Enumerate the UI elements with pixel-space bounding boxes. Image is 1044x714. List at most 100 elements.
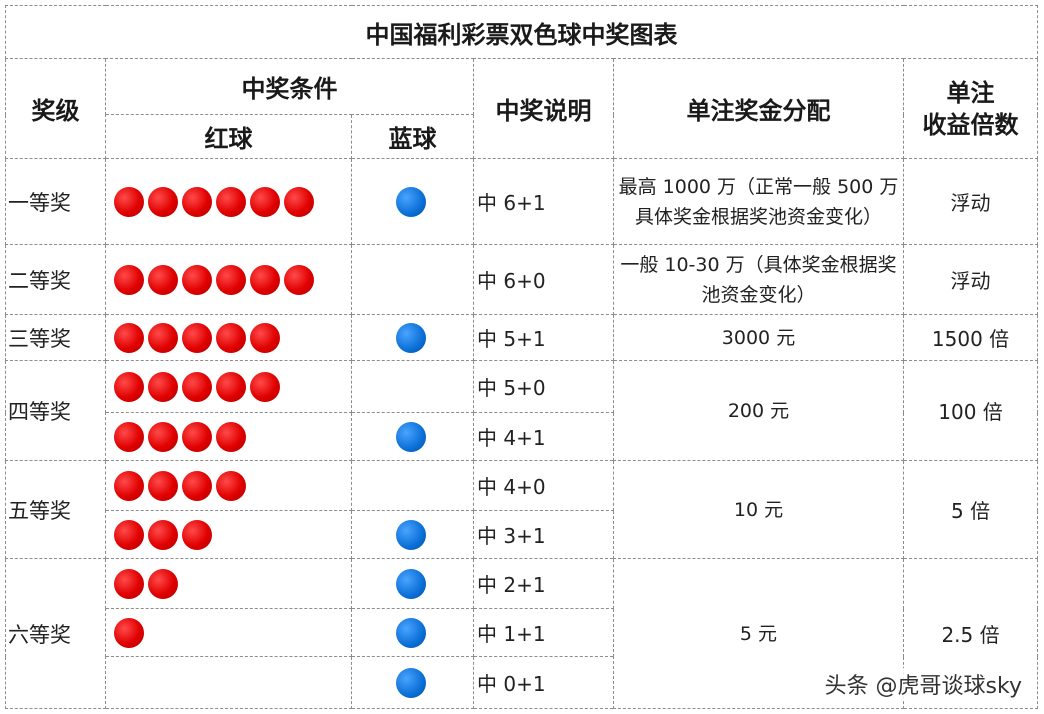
red-ball-icon (148, 322, 178, 353)
red-ball-icon (114, 186, 144, 217)
blue-ball-icon (395, 186, 426, 217)
red-ball-icon (148, 371, 178, 402)
header-red: 红球 (105, 114, 352, 159)
red-ball-icon (114, 470, 144, 501)
prize-amount: 最高 1000 万（正常一般 500 万具体奖金根据奖池资金变化） (613, 158, 904, 245)
prize-multiplier: 5 倍 (902, 460, 1039, 559)
red-balls (105, 158, 352, 245)
prize-table: 中国福利彩票双色球中奖图表 奖级 中奖条件 中奖说明 单注奖金分配 单注 收益倍… (4, 5, 1039, 709)
red-ball-icon (148, 568, 178, 599)
red-ball-icon (114, 264, 144, 295)
table-row: 三等奖 中 5+1 3000 元 1500 倍 (5, 314, 1039, 361)
table-row: 四等奖 中 5+0 200 元 100 倍 (5, 360, 1039, 461)
blue-balls (351, 158, 474, 245)
red-ball-icon (284, 264, 314, 295)
red-ball-icon (114, 421, 144, 452)
blue-ball-icon (395, 421, 426, 452)
table-row: 二等奖 中 6+0 一般 10-30 万（具体奖金根据奖池资金变化） 浮动 (5, 244, 1039, 315)
header-multiplier: 单注 收益倍数 (902, 58, 1039, 159)
blue-balls (351, 360, 474, 413)
prize-level: 五等奖 (5, 460, 106, 559)
red-balls (105, 510, 352, 559)
red-ball-icon (182, 421, 212, 452)
blue-balls (351, 244, 474, 315)
prize-amount: 一般 10-30 万（具体奖金根据奖池资金变化） (613, 244, 904, 315)
table-title: 中国福利彩票双色球中奖图表 (4, 5, 1039, 59)
table-row: 六等奖中 2+1 5 元 2.5 倍 (5, 558, 1039, 709)
red-ball-icon (148, 519, 178, 550)
prize-multiplier: 浮动 (902, 158, 1039, 245)
red-balls (105, 314, 352, 361)
red-ball-icon (250, 186, 280, 217)
red-ball-icon (148, 470, 178, 501)
red-ball-icon (216, 322, 246, 353)
prize-level: 一等奖 (5, 158, 106, 245)
win-description: 中 6+0 (473, 244, 614, 315)
prize-amount: 3000 元 (613, 314, 904, 361)
red-ball-icon (216, 371, 246, 402)
red-balls (105, 558, 352, 609)
red-ball-icon (250, 264, 280, 295)
table-row: 中 0+1 (6, 656, 1038, 709)
red-ball-icon (216, 470, 246, 501)
win-description: 中 5+0 (473, 360, 614, 413)
win-description: 中 0+1 (473, 656, 614, 709)
red-ball-icon (148, 186, 178, 217)
watermark: 头条 @虎哥谈球sky (820, 668, 1026, 700)
blue-balls (351, 558, 474, 609)
blue-balls (351, 656, 474, 709)
red-ball-icon (182, 322, 212, 353)
red-ball-icon (148, 264, 178, 295)
prize-amount: 10 元 (613, 460, 904, 559)
red-balls (105, 656, 352, 709)
blue-balls (351, 314, 474, 361)
red-ball-icon (114, 617, 144, 648)
blue-ball-icon (395, 617, 426, 648)
table-row: 中 3+1 (6, 510, 1038, 559)
blue-balls (351, 608, 474, 657)
prize-level: 二等奖 (5, 244, 106, 315)
red-balls (105, 244, 352, 315)
red-ball-icon (182, 371, 212, 402)
red-balls (105, 608, 352, 657)
blue-ball-icon (395, 568, 426, 599)
red-ball-icon (114, 371, 144, 402)
win-description: 中 3+1 (473, 510, 614, 559)
red-ball-icon (216, 264, 246, 295)
red-ball-icon (114, 322, 144, 353)
prize-multiplier: 100 倍 (902, 360, 1039, 461)
win-description: 中 5+1 (473, 314, 614, 361)
header-description: 中奖说明 (473, 58, 614, 159)
table-row: 中 1+1 (6, 608, 1038, 657)
prize-amount: 200 元 (613, 360, 904, 461)
prize-level: 四等奖 (5, 360, 106, 461)
red-ball-icon (148, 421, 178, 452)
prize-multiplier: 1500 倍 (902, 314, 1039, 361)
red-ball-icon (284, 186, 314, 217)
header-condition: 中奖条件 (105, 58, 474, 115)
header-prize: 单注奖金分配 (613, 58, 904, 159)
header-blue: 蓝球 (351, 114, 474, 159)
red-ball-icon (250, 322, 280, 353)
blue-ball-icon (395, 519, 426, 550)
red-ball-icon (182, 519, 212, 550)
header-level: 奖级 (5, 58, 106, 159)
red-ball-icon (250, 371, 280, 402)
levels-body: 一等奖 中 6+1 最高 1000 万（正常一般 500 万具体奖金根据奖池资金变化… (5, 158, 1039, 709)
blue-ball-icon (395, 667, 426, 698)
win-description: 中 6+1 (473, 158, 614, 245)
blue-balls (351, 460, 474, 511)
red-ball-icon (182, 264, 212, 295)
red-balls (105, 360, 352, 413)
win-description: 中 2+1 (473, 558, 614, 609)
red-ball-icon (114, 568, 144, 599)
prize-level: 三等奖 (5, 314, 106, 361)
red-ball-icon (216, 186, 246, 217)
blue-balls (351, 510, 474, 559)
red-balls (105, 460, 352, 511)
blue-balls (351, 412, 474, 461)
blue-ball-icon (395, 322, 426, 353)
prize-level: 六等奖 (5, 558, 106, 709)
red-ball-icon (216, 421, 246, 452)
